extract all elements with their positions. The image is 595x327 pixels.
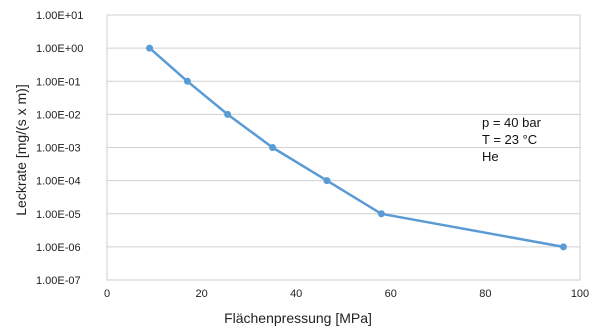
x-tick-label: 80 [479, 288, 491, 300]
x-axis-ticks: 0 20 40 60 80 100 [104, 288, 589, 300]
y-tick-label: 1.00E-02 [36, 109, 81, 121]
data-point [269, 144, 277, 151]
grid-lines [107, 14, 580, 281]
y-tick-label: 1.00E-01 [36, 76, 81, 88]
y-tick-label: 1.00E-06 [36, 242, 81, 254]
data-point [146, 44, 154, 52]
data-point [559, 243, 567, 251]
data-point [224, 110, 232, 118]
x-tick-label: 0 [104, 288, 110, 300]
x-tick-label: 20 [195, 288, 207, 300]
data-point [377, 210, 385, 218]
data-point [183, 77, 191, 85]
gas-note: He [482, 149, 499, 164]
data-point [323, 177, 331, 185]
y-tick-label: 1.00E+00 [36, 43, 83, 55]
x-tick-label: 40 [290, 288, 302, 300]
data-series [146, 44, 567, 251]
x-axis-title: Flächenpressung [MPa] [224, 310, 372, 326]
x-tick-label: 60 [385, 288, 397, 300]
temperature-note: T = 23 °C [482, 132, 537, 147]
y-axis-title: Leckrate [mg/(s x m)] [13, 84, 29, 215]
y-tick-label: 1.00E-03 [36, 143, 81, 155]
y-tick-label: 1.00E-04 [36, 176, 81, 188]
y-tick-label: 1.00E-05 [36, 209, 81, 221]
plot-area-frame [106, 14, 581, 281]
test-conditions-note: p = 40 bar T = 23 °C He [482, 115, 542, 164]
y-tick-label: 1.00E-07 [36, 275, 81, 287]
y-tick-label: 1.00E+01 [36, 10, 83, 22]
pressure-note: p = 40 bar [482, 115, 542, 130]
y-axis-ticks: 1.00E-07 1.00E-06 1.00E-05 1.00E-04 1.00E-03… [36, 10, 83, 287]
x-tick-label: 100 [571, 288, 589, 300]
